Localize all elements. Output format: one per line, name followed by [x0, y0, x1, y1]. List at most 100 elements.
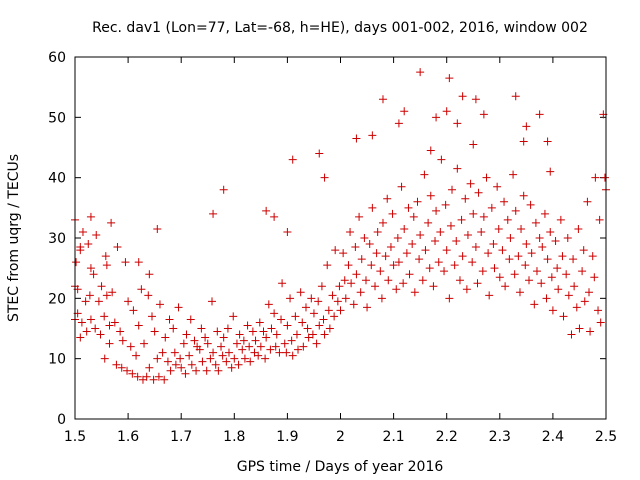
data-point [347, 279, 356, 288]
data-point [86, 212, 95, 221]
data-point [418, 276, 427, 285]
data-point [361, 276, 370, 285]
data-point [201, 333, 210, 342]
data-point [227, 363, 236, 372]
data-point [346, 227, 355, 236]
data-point [511, 206, 520, 215]
data-point [134, 321, 143, 330]
data-point [442, 107, 451, 116]
data-point [356, 288, 365, 297]
data-point [394, 258, 403, 267]
data-point [235, 330, 244, 339]
data-point [155, 300, 164, 309]
data-point [116, 327, 125, 336]
data-point [107, 218, 116, 227]
x-tick-label: 1.8 [223, 429, 245, 445]
data-point [298, 318, 307, 327]
data-point [546, 167, 555, 176]
data-point [271, 342, 280, 351]
data-point [303, 324, 312, 333]
data-point [149, 375, 158, 384]
data-point [254, 351, 263, 360]
data-point [487, 203, 496, 212]
data-point [203, 339, 212, 348]
data-point [108, 288, 117, 297]
data-point [72, 258, 81, 267]
data-point [294, 345, 303, 354]
x-tick-label: 2.4 [542, 429, 564, 445]
data-point [505, 255, 514, 264]
data-point [416, 230, 425, 239]
data-point [567, 330, 576, 339]
data-point [174, 303, 183, 312]
data-point [328, 291, 337, 300]
data-point [296, 288, 305, 297]
data-point [304, 333, 313, 342]
data-point [453, 119, 462, 128]
data-point [363, 303, 372, 312]
y-axis-label: STEC from uqrg / TECUs [6, 154, 22, 322]
data-point [461, 194, 470, 203]
data-point [548, 306, 557, 315]
data-point [509, 170, 518, 179]
y-tick-label: 60 [48, 50, 66, 66]
data-point [452, 237, 461, 246]
data-point [240, 354, 249, 363]
data-point [409, 212, 418, 221]
data-point [405, 270, 414, 279]
data-point [595, 215, 604, 224]
data-point [264, 300, 273, 309]
data-point [223, 324, 232, 333]
data-point [458, 92, 467, 101]
data-point [535, 110, 544, 119]
data-point [163, 357, 172, 366]
data-point [320, 330, 329, 339]
data-point [399, 279, 408, 288]
data-point [91, 324, 100, 333]
data-point [177, 363, 186, 372]
data-point [479, 110, 488, 119]
data-point [426, 191, 435, 200]
data-point [450, 261, 459, 270]
data-point [292, 330, 301, 339]
x-tick-label: 2.3 [489, 429, 511, 445]
data-point [468, 258, 477, 267]
data-point [479, 212, 488, 221]
data-point [424, 218, 433, 227]
data-point [179, 339, 188, 348]
data-point [100, 354, 109, 363]
data-point [270, 212, 279, 221]
data-point [485, 291, 494, 300]
data-point [519, 137, 528, 146]
data-point [277, 315, 286, 324]
data-point [489, 240, 498, 249]
data-point [84, 240, 93, 249]
data-point [197, 324, 206, 333]
data-point [209, 209, 218, 218]
data-point [381, 252, 390, 261]
x-tick-label: 1.7 [170, 429, 192, 445]
x-axis-label: GPS time / Days of year 2016 [237, 459, 444, 475]
x-tick-label: 2.5 [595, 429, 617, 445]
data-point [368, 131, 377, 140]
data-point [469, 209, 478, 218]
data-point [124, 297, 133, 306]
data-point [283, 321, 292, 330]
data-point [272, 330, 281, 339]
data-point [239, 336, 248, 345]
data-point [76, 333, 85, 342]
data-point [538, 243, 547, 252]
data-point [171, 360, 180, 369]
data-point [213, 327, 222, 336]
data-point [256, 342, 265, 351]
data-point [578, 267, 587, 276]
data-point [575, 324, 584, 333]
data-point [315, 149, 324, 158]
data-point [537, 279, 546, 288]
data-point [426, 146, 435, 155]
data-point [586, 327, 595, 336]
data-point [86, 315, 95, 324]
data-point [291, 312, 300, 321]
data-point [243, 321, 252, 330]
